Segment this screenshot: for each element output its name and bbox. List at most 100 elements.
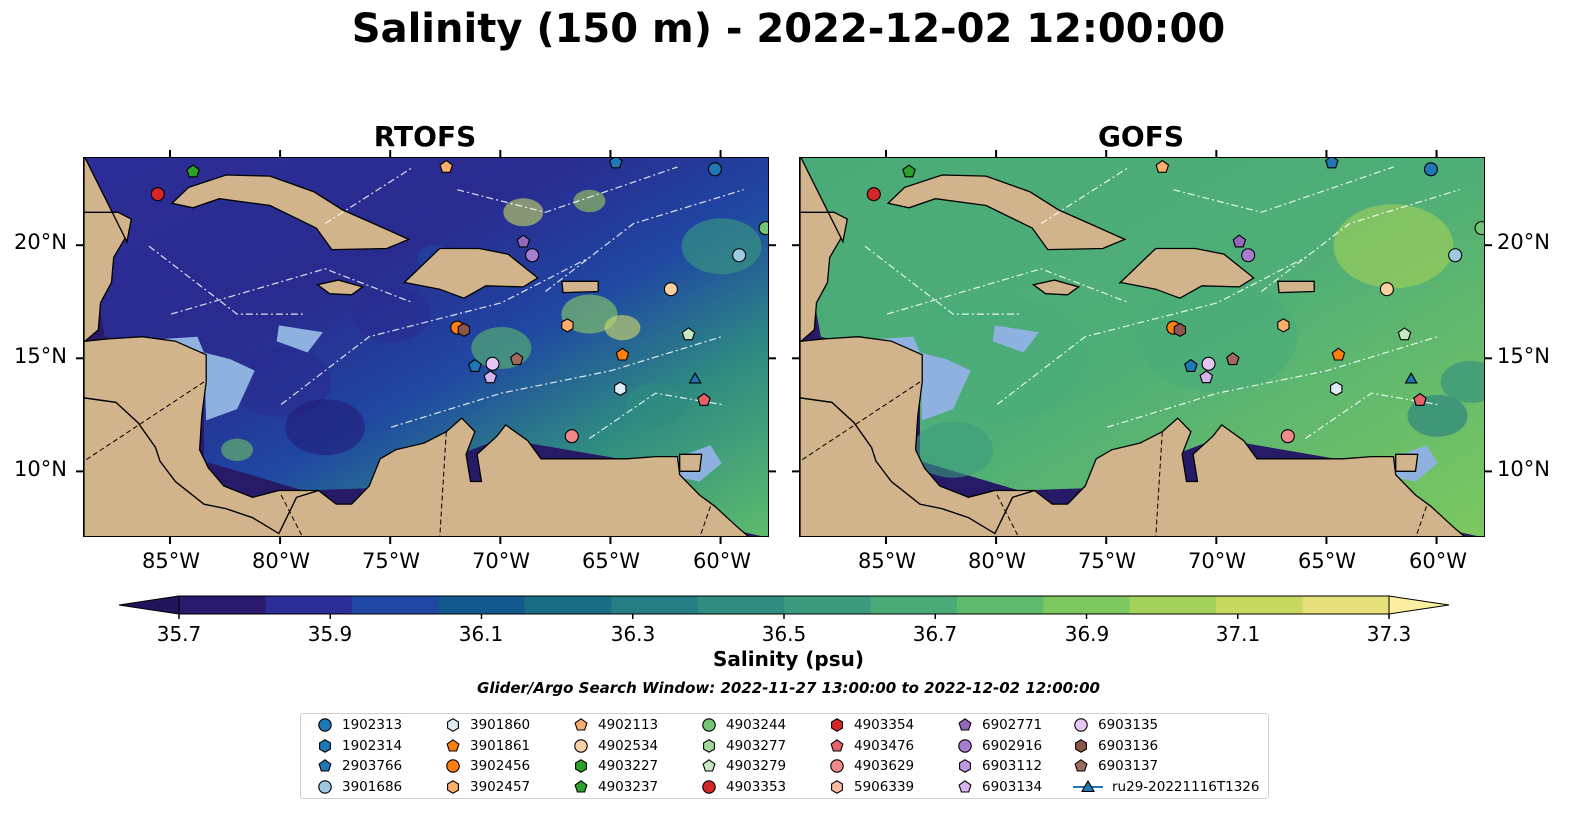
float-marker-6903137 (509, 352, 524, 366)
lon-tick-label: 80°W (252, 549, 310, 573)
float-marker-1902313 (707, 162, 722, 177)
legend-marker (318, 779, 332, 794)
lon-tick-label: 75°W (1078, 549, 1136, 573)
float-marker-6902771 (516, 234, 531, 248)
lat-tick-label: 15°N (14, 344, 67, 368)
legend-marker (318, 759, 332, 772)
legend-item: 3901861 (445, 736, 530, 756)
float-marker-6903137 (1225, 352, 1240, 366)
legend-item: 4903244 (701, 715, 786, 735)
legend-label: 3901686 (342, 778, 403, 795)
float-marker-3901860 (614, 381, 627, 396)
float-marker-4903279 (681, 327, 696, 341)
legend-label: 4903629 (854, 758, 915, 774)
float-marker-6903135 (485, 356, 500, 371)
legend-label: 4903277 (726, 737, 787, 754)
float-marker-ru29-20221116T1326 (688, 372, 702, 384)
legend-item: 1902314 (317, 736, 402, 756)
legend-marker (574, 718, 588, 731)
colorbar-segment (438, 596, 526, 614)
float-marker-6903134 (483, 370, 498, 384)
search-window-text: Glider/Argo Search Window: 2022-11-27 13… (477, 679, 1100, 697)
legend-marker (1074, 718, 1088, 732)
float-marker-4903237 (902, 164, 916, 178)
legend-label: 4903476 (854, 737, 915, 754)
float-marker-3901861 (615, 347, 630, 361)
colorbar-segment (265, 596, 353, 614)
legend-label: 4902534 (598, 737, 659, 754)
lon-tick-label: 75°W (362, 549, 420, 573)
colorbar-segment (1043, 596, 1131, 614)
lon-tick-label: 70°W (472, 549, 530, 573)
legend-marker (446, 759, 460, 773)
legend-marker (1073, 779, 1103, 792)
legend-label: 4903279 (726, 758, 787, 774)
legend: 1902313 1902314 2903766 3901686 3901860 39018… (300, 713, 1269, 799)
legend-item: 6903137 (1073, 756, 1158, 776)
legend-label: 5906339 (854, 778, 915, 795)
colorbar (118, 595, 1450, 619)
lat-tick-label: 10°N (1497, 457, 1550, 481)
legend-label: 6902771 (982, 717, 1043, 733)
lon-tick-label: 65°W (582, 549, 640, 573)
float-marker-1902313 (1423, 162, 1438, 177)
colorbar-segment (611, 596, 699, 614)
lat-tick-label: 20°N (14, 230, 67, 254)
float-marker-6903135 (1201, 356, 1216, 371)
legend-label: 3901861 (470, 737, 531, 754)
legend-item: 4903277 (701, 736, 786, 756)
lon-tick-label: 85°W (142, 549, 200, 573)
lon-tick-label: 60°W (693, 549, 751, 573)
legend-label: 6903136 (1098, 737, 1159, 754)
legend-label: 6903112 (982, 758, 1043, 774)
float-marker-3902457 (1277, 318, 1290, 333)
legend-marker (831, 718, 843, 732)
lat-tick-label: 15°N (1497, 344, 1550, 368)
lon-tick-label: 65°W (1298, 549, 1356, 573)
legend-item: 3902457 (445, 777, 530, 797)
colorbar-extend-high (1388, 595, 1450, 615)
legend-item: 4902534 (573, 736, 658, 756)
colorbar-tick-label: 37.3 (1366, 622, 1412, 646)
legend-marker (830, 738, 844, 752)
lat-tick-label: 20°N (1497, 230, 1550, 254)
panel-title-gofs: GOFS (1097, 120, 1185, 153)
legend-marker (958, 738, 972, 753)
float-marker-6902916 (1241, 248, 1256, 263)
legend-item: 4903629 (829, 756, 914, 776)
float-marker-4903237 (186, 164, 200, 178)
legend-label: 3902456 (470, 758, 531, 774)
float-marker-4902534 (663, 282, 678, 297)
float-marker-2903766 (1325, 158, 1339, 169)
lat-tick-label: 10°N (14, 457, 67, 481)
float-marker-3901861 (1331, 347, 1346, 361)
legend-item: 6903136 (1073, 736, 1158, 756)
float-marker-3901686 (1448, 248, 1463, 263)
float-marker-3901686 (732, 248, 747, 263)
legend-marker (702, 759, 716, 772)
colorbar-tick-label: 36.9 (1064, 622, 1110, 646)
float-marker-6903136 (457, 322, 471, 338)
float-marker-4903629 (564, 429, 579, 444)
legend-marker (959, 759, 971, 773)
colorbar-tick-label: 37.1 (1215, 622, 1261, 646)
map-canvas-rtofs (84, 158, 768, 536)
float-marker-4902113 (1155, 159, 1170, 173)
float-marker-6903136 (1173, 322, 1187, 338)
legend-label: 6903134 (982, 778, 1043, 795)
legend-item: 4903354 (829, 715, 914, 735)
colorbar-segment (784, 596, 871, 614)
legend-marker (830, 759, 844, 773)
gofs-map (799, 157, 1485, 537)
legend-marker (575, 759, 587, 773)
lon-tick-label: 80°W (968, 549, 1026, 573)
legend-marker (1075, 738, 1087, 753)
colorbar-segment (1302, 596, 1390, 614)
float-marker-4903476 (697, 392, 711, 406)
legend-label: 4902113 (598, 717, 659, 733)
legend-marker (703, 738, 715, 753)
colorbar-tick-label: 35.9 (307, 622, 353, 646)
legend-marker (318, 718, 332, 732)
map-canvas-gofs (800, 158, 1484, 536)
legend-marker (446, 738, 460, 752)
